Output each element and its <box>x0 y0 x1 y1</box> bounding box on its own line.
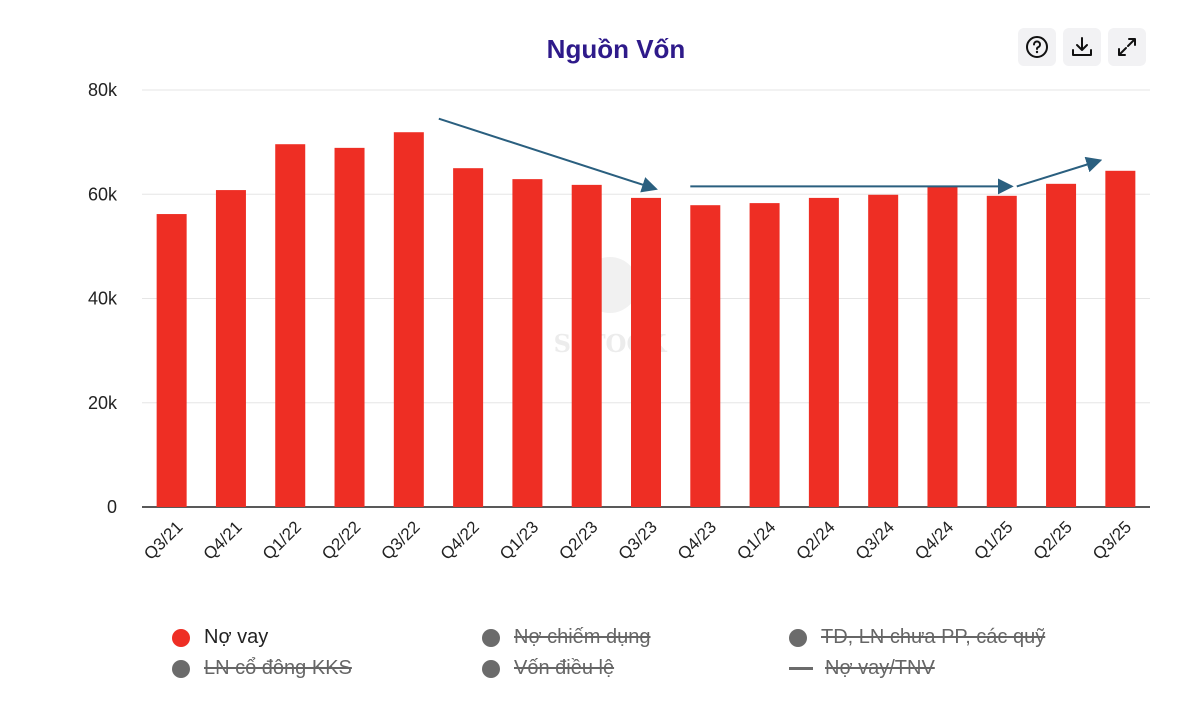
expand-icon <box>1118 38 1136 56</box>
x-tick-label: Q3/22 <box>377 517 423 563</box>
bar-Q3/21 <box>156 214 187 507</box>
download-button[interactable] <box>1063 28 1101 66</box>
y-tick-label: 0 <box>107 497 117 517</box>
help-button[interactable] <box>1018 28 1056 66</box>
bar-Q4/21 <box>215 190 246 507</box>
legend-dot-icon <box>482 628 500 647</box>
x-tick-label: Q4/21 <box>200 517 246 563</box>
trend-arrow <box>438 117 658 193</box>
x-tick-label: Q2/24 <box>793 517 839 563</box>
bar-Q3/24 <box>868 194 899 508</box>
legend-dot-icon <box>482 659 500 678</box>
legend-label: Nợ chiếm dụng <box>514 626 651 648</box>
x-tick-label: Q4/23 <box>674 517 720 563</box>
x-tick-label: Q3/24 <box>852 517 898 563</box>
bar-Q3/22 <box>393 132 424 507</box>
bar-Q4/22 <box>453 168 484 507</box>
x-tick-label: Q3/23 <box>615 517 661 563</box>
y-tick-label: 40k <box>88 289 118 309</box>
legend-label: Nợ vay <box>204 626 269 648</box>
y-tick-label: 20k <box>88 393 118 413</box>
bar-Q4/23 <box>690 205 721 508</box>
legend-label: Vốn điều lệ <box>514 657 615 679</box>
bar-Q2/25 <box>1046 183 1077 507</box>
legend-dot-icon <box>172 628 190 647</box>
legend-label: LN cổ đông KKS <box>204 657 352 679</box>
bar-Q4/24 <box>927 185 958 507</box>
trend-arrow <box>1016 156 1103 188</box>
x-tick-label: Q1/25 <box>970 517 1016 563</box>
bar-Q2/22 <box>334 147 365 507</box>
x-tick-label: Q4/22 <box>437 517 483 563</box>
legend-dot-icon <box>172 659 190 678</box>
bar-Q2/24 <box>808 197 839 507</box>
legend-item[interactable]: Nợ chiếm dụng <box>482 626 651 649</box>
bar-Q1/23 <box>512 179 543 508</box>
legend-item[interactable]: Nợ vay <box>172 626 268 649</box>
expand-button[interactable] <box>1108 28 1146 66</box>
y-tick-label: 60k <box>88 184 118 204</box>
help-circle-icon <box>1026 36 1048 58</box>
legend-label: TD, LN chưa PP, các quỹ <box>821 626 1046 648</box>
legend-item[interactable]: LN cổ đông KKS <box>172 657 352 680</box>
download-icon <box>1072 37 1092 56</box>
x-tick-label: Q2/22 <box>318 517 364 563</box>
legend-item[interactable]: TD, LN chưa PP, các quỹ <box>789 626 1045 649</box>
bar-Q1/22 <box>275 144 306 507</box>
legend-dot-icon <box>789 628 807 647</box>
bar-Q2/23 <box>571 184 602 507</box>
legend-item[interactable]: Vốn điều lệ <box>482 657 614 680</box>
bar-Q1/25 <box>986 195 1017 507</box>
chart-title: Nguồn Vốn <box>546 34 686 64</box>
x-tick-label: Q1/24 <box>733 517 779 563</box>
x-tick-label: Q3/21 <box>140 517 186 563</box>
legend-line-icon <box>789 667 813 670</box>
y-tick-label: 80k <box>88 80 118 100</box>
bar-Q3/23 <box>631 197 661 507</box>
x-tick-label: Q1/22 <box>259 517 305 563</box>
bar-Q1/24 <box>749 203 780 507</box>
x-tick-label: Q1/23 <box>496 517 542 563</box>
legend-item[interactable]: Nợ vay/TNV <box>789 657 935 680</box>
x-tick-label: Q3/25 <box>1089 517 1135 563</box>
x-tick-label: Q2/25 <box>1030 517 1076 563</box>
x-tick-label: Q4/24 <box>911 517 957 563</box>
legend-label: Nợ vay/TNV <box>825 657 935 679</box>
x-tick-label: Q2/23 <box>555 517 601 563</box>
bar-Q3/25 <box>1105 170 1136 507</box>
